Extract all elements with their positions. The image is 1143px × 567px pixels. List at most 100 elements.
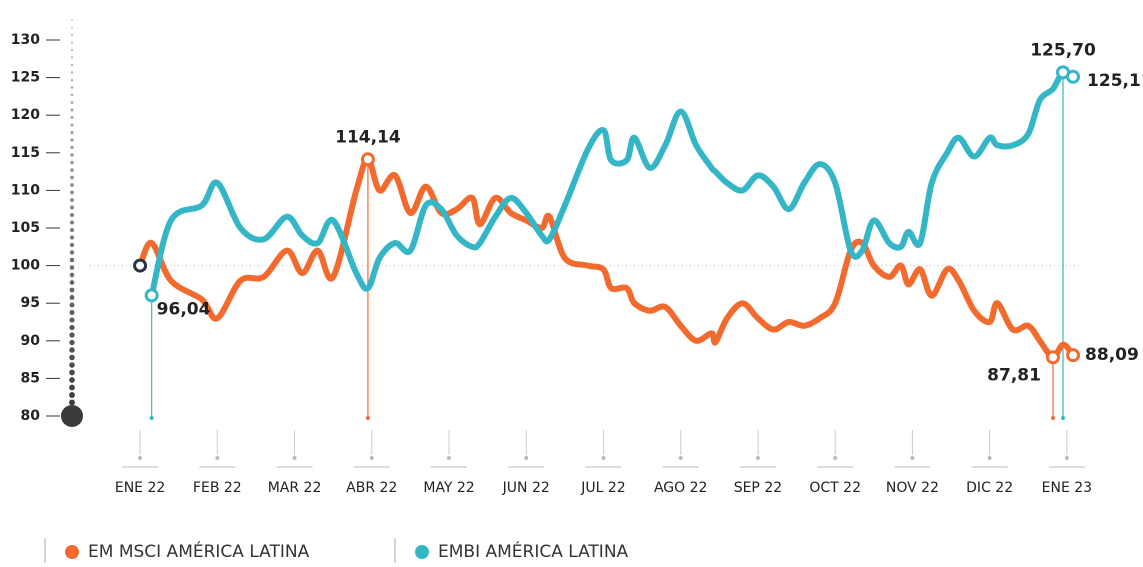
drop-dot [1050, 416, 1055, 420]
axis-dot [70, 115, 74, 120]
axis-dot [69, 235, 75, 240]
drop-dot [1061, 416, 1066, 420]
axis-dot [70, 190, 74, 195]
legend-label: EMBI AMÉRICA LATINA [438, 540, 629, 562]
x-tick-label: NOV 22 [886, 480, 939, 496]
x-tick-label: OCT 22 [809, 480, 861, 496]
x-tick-dot [833, 456, 838, 460]
legend-swatch [415, 545, 429, 559]
x-tick-label: ENE 22 [115, 480, 165, 496]
legend-swatch [65, 545, 79, 559]
x-tick-label: FEB 22 [193, 480, 242, 496]
y-tick-label: 115 [11, 145, 40, 161]
axis-dot [70, 123, 74, 127]
annotation-label: 125,70 [1030, 40, 1096, 60]
drop-dot [365, 416, 370, 420]
axis-dot [69, 384, 75, 391]
x-tick-dot [678, 456, 683, 460]
series-line [137, 156, 1077, 361]
axis-dot [70, 160, 74, 165]
y-tick-label: 100 [11, 258, 40, 274]
x-tick-dot [369, 456, 374, 460]
axis-dot [70, 153, 74, 157]
axis-dot [69, 287, 75, 293]
axis-dot [71, 19, 73, 21]
x-tick-dot [138, 456, 143, 460]
y-tick-label: 90 [21, 333, 41, 349]
x-tick-label: MAR 22 [268, 480, 322, 496]
axis-dot [69, 399, 75, 406]
axis-dot [70, 63, 74, 67]
annotation-label: 88,09 [1085, 345, 1139, 365]
y-tick-label: 85 [21, 370, 40, 386]
axis-dot [70, 41, 74, 44]
axis-dot [70, 205, 74, 210]
axis-dot [69, 347, 75, 353]
x-tick-dot [524, 456, 529, 460]
x-tick-dot [755, 456, 760, 460]
axis-dot [69, 324, 75, 331]
axis-dot [69, 272, 75, 278]
x-tick-dot [1064, 456, 1069, 460]
axis-dot [69, 220, 75, 225]
axis-dot [70, 56, 74, 59]
axis-dot [70, 168, 74, 172]
x-tick-label: JUL 22 [580, 480, 625, 496]
x-tick-label: JUN 22 [502, 480, 550, 496]
axis-dot [69, 317, 75, 323]
x-tick-label: AGO 22 [654, 480, 707, 496]
axis-dot [70, 130, 74, 135]
series-line [148, 68, 1077, 299]
axis-dot [70, 101, 74, 104]
x-tick-dot [447, 456, 452, 460]
x-tick-label: ENE 23 [1042, 480, 1092, 496]
axis-dot [69, 250, 75, 255]
x-tick-dot [910, 456, 915, 460]
drop-dot [149, 416, 154, 420]
axis-dot [69, 295, 75, 300]
axis-dot [70, 86, 74, 89]
axis-dot [70, 198, 74, 202]
y-tick-label: 120 [11, 107, 40, 123]
axis-dot [70, 145, 74, 150]
axis-base-dot [61, 405, 83, 427]
x-tick-label: ABR 22 [346, 480, 397, 496]
axis-dot [70, 183, 74, 187]
y-tick-label: 125 [11, 70, 40, 86]
axis-dot [69, 257, 75, 263]
annotation-marker [144, 288, 159, 303]
annotation-marker [1045, 350, 1060, 365]
axis-dot [70, 71, 74, 74]
axis-dot [70, 108, 74, 112]
annotation-marker [360, 152, 375, 167]
x-tick-dot [292, 456, 297, 460]
x-tick-label: SEP 22 [734, 480, 782, 496]
x-tick-label: MAY 22 [423, 480, 474, 496]
axis-dot [70, 138, 74, 142]
axis-dot [69, 302, 75, 308]
annotation-marker [1066, 348, 1081, 363]
axis-dot [69, 227, 75, 233]
x-tick-dot [215, 456, 220, 460]
y-tick-label: 105 [11, 220, 40, 236]
annotation-label: 87,81 [987, 365, 1041, 385]
axis-dot [69, 369, 75, 376]
annotation-marker [1066, 69, 1081, 84]
y-tick-label: 80 [21, 408, 41, 424]
axis-dot [69, 392, 75, 398]
axis-dot [69, 354, 75, 361]
axis-dot [69, 377, 75, 383]
x-tick-label: DIC 22 [966, 480, 1013, 496]
x-tick-dot [601, 456, 606, 460]
annotation-label: 114,14 [335, 127, 401, 147]
start-marker [133, 258, 148, 273]
axis-dot [69, 362, 75, 368]
axis-dot [69, 212, 75, 218]
axis-dot [69, 242, 75, 248]
annotation-label: 96,04 [157, 299, 211, 319]
axis-dot [69, 309, 75, 316]
axis-dot [70, 26, 74, 29]
legend-label: EM MSCI AMÉRICA LATINA [88, 540, 310, 562]
axis-dot [70, 93, 74, 97]
